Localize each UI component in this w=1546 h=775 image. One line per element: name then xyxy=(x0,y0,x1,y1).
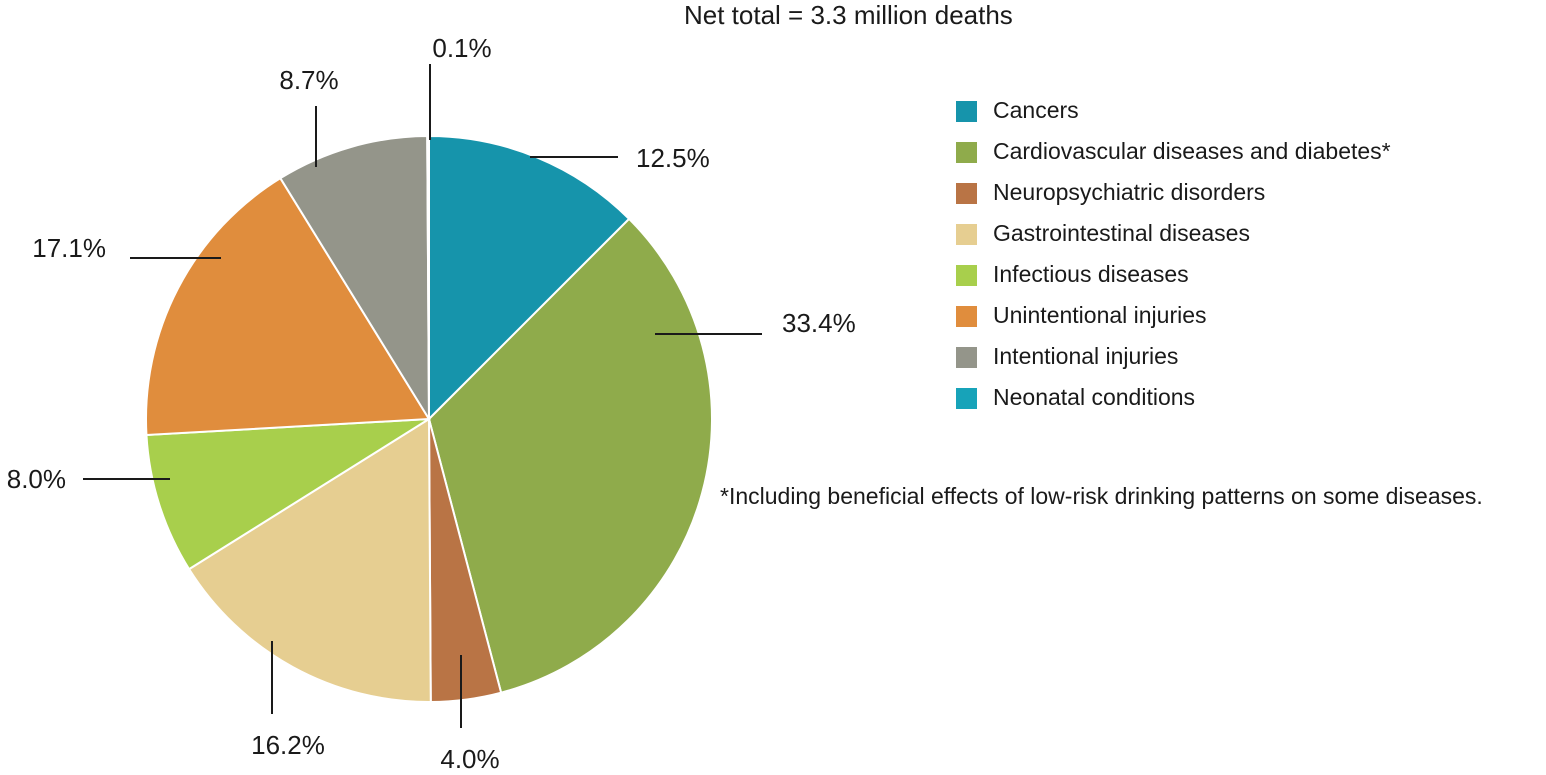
legend-label: Neuropsychiatric disorders xyxy=(993,179,1266,205)
legend-swatch xyxy=(956,142,977,163)
legend-label: Gastrointestinal diseases xyxy=(993,220,1250,246)
legend-swatch xyxy=(956,101,977,122)
legend-label: Neonatal conditions xyxy=(993,384,1196,410)
legend-swatch xyxy=(956,265,977,286)
percent-label: 33.4% xyxy=(782,308,856,338)
pie-slice-intentional-injuries xyxy=(278,134,431,423)
percent-label: 4.0% xyxy=(440,744,499,774)
pie-slice-cardiovascular-diseases-and-diabetes xyxy=(427,217,713,694)
legend-label: Intentional injuries xyxy=(993,343,1179,369)
legend-swatch xyxy=(956,183,977,204)
percent-label: 16.2% xyxy=(251,730,325,760)
percent-label: 8.7% xyxy=(279,65,338,95)
pie-slice-infectious-diseases xyxy=(145,418,430,571)
legend-swatch xyxy=(956,306,977,327)
pie-slice-unintentional-injuries xyxy=(145,176,431,437)
legend-swatch xyxy=(956,347,977,368)
leader-lines xyxy=(83,64,762,728)
pie-slices xyxy=(145,134,713,704)
legend-swatch xyxy=(956,388,977,409)
pie-slice-neonatal-conditions xyxy=(426,134,430,420)
chart-title: Net total = 3.3 million deaths xyxy=(684,0,1013,30)
percent-label: 12.5% xyxy=(636,143,710,173)
percent-label: 17.1% xyxy=(32,233,106,263)
legend-swatch xyxy=(956,224,977,245)
percent-labels: 12.5% 33.4% 4.0% 16.2% 8.0% 17.1% 8.7% 0.1% xyxy=(7,33,856,774)
percent-label: 0.1% xyxy=(432,33,491,63)
legend-label: Cardiovascular diseases and diabetes* xyxy=(993,138,1391,164)
legend-label: Cancers xyxy=(993,97,1079,123)
percent-label: 8.0% xyxy=(7,464,66,494)
legend-label: Unintentional injuries xyxy=(993,302,1207,328)
pie-slice-gastrointestinal-diseases xyxy=(187,417,432,703)
chart-footnote: *Including beneficial effects of low-ris… xyxy=(720,483,1483,509)
legend-label: Infectious diseases xyxy=(993,261,1189,287)
